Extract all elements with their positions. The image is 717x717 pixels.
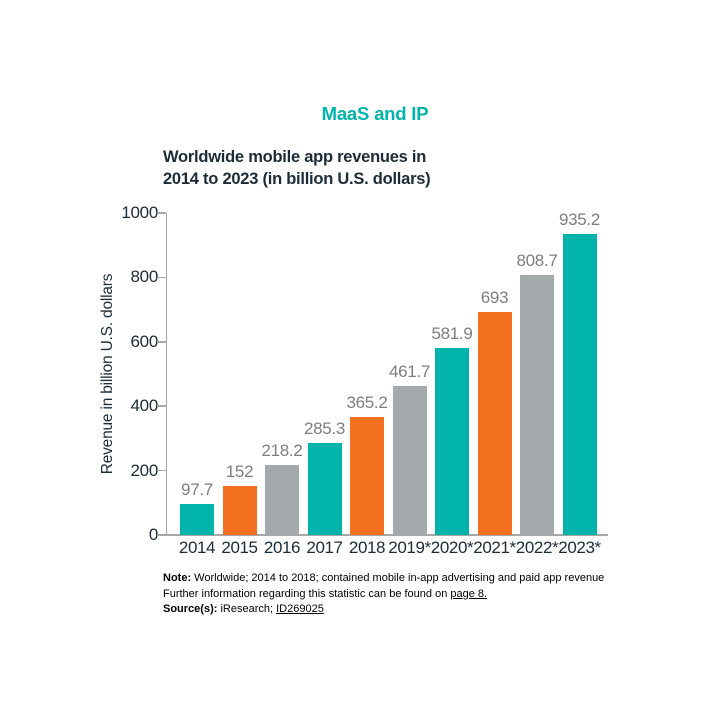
bar [562, 233, 597, 535]
x-tick-label: 2014 [178, 538, 216, 557]
bar [222, 486, 257, 535]
note-line: Note: Worldwide; 2014 to 2018; contained… [163, 571, 633, 587]
bar-value-label: 285.3 [303, 419, 346, 439]
y-axis-line [165, 213, 167, 536]
source-name: iResearch; [220, 603, 274, 616]
bar [350, 417, 384, 535]
bar-value-label: 97.7 [181, 479, 213, 499]
source-label: Source(s): [163, 603, 218, 616]
bar [435, 347, 469, 535]
x-tick-label: 2020* [430, 538, 474, 557]
bar [392, 386, 427, 535]
bar-value-label: 693 [480, 287, 509, 307]
y-tick-mark [157, 212, 166, 214]
y-tick-mark [157, 534, 166, 536]
bar [307, 443, 342, 535]
y-tick-label: 0 [148, 525, 158, 544]
chart-title-line1: Worldwide mobile app revenues in [163, 148, 427, 166]
bar [180, 503, 214, 535]
bar-value-label: 152 [225, 462, 254, 482]
y-tick-mark [157, 469, 166, 472]
bar [477, 311, 512, 535]
further-info-text: Further information regarding this stati… [163, 587, 448, 600]
chart-title-line2: 2014 to 2023 (in billion U.S. dollars) [163, 170, 431, 188]
y-tick-label: 200 [130, 460, 159, 480]
y-tick-mark [157, 405, 166, 407]
source-line: Source(s): iResearch; ID269025 [163, 602, 633, 618]
x-tick-label: 2022* [515, 538, 559, 557]
y-tick-mark [157, 341, 166, 343]
further-info-line: Further information regarding this stati… [163, 587, 633, 603]
bar-value-label: 218.2 [261, 440, 303, 460]
y-tick-label: 600 [130, 331, 159, 351]
y-tick-mark [157, 276, 166, 279]
x-tick-label: 2023* [558, 538, 601, 557]
x-tick-label: 2017 [306, 538, 343, 557]
bar-value-label: 365.2 [346, 393, 388, 413]
x-axis-line [165, 534, 608, 536]
bar [265, 464, 299, 535]
y-tick-label: 1000 [121, 203, 158, 222]
note-text: Worldwide; 2014 to 2018; contained mobil… [194, 572, 605, 584]
page-title: MaaS and IP [321, 103, 429, 124]
page-link[interactable]: page 8. [450, 587, 488, 600]
y-tick-label: 800 [130, 267, 159, 287]
y-tick-label: 400 [130, 396, 159, 416]
note-block: Note: Worldwide; 2014 to 2018; contained… [163, 571, 633, 618]
bar-value-label: 461.7 [388, 362, 431, 382]
bar-value-label: 581.9 [431, 323, 473, 343]
x-tick-label: 2016 [263, 538, 301, 557]
source-id-link[interactable]: ID269025 [276, 603, 324, 616]
x-tick-label: 2019* [388, 538, 431, 557]
note-label: Note: [163, 572, 192, 584]
bar-value-label: 935.2 [558, 209, 601, 229]
bar-value-label: 808.7 [516, 250, 558, 270]
bar [520, 274, 554, 535]
y-axis-title: Revenue in billion U.S. dollars [99, 273, 116, 475]
x-tick-label: 2018 [348, 538, 386, 557]
chart-title: Worldwide mobile app revenues in 2014 to… [163, 146, 431, 190]
x-tick-label: 2021* [473, 538, 516, 557]
x-tick-label: 2015 [221, 538, 258, 557]
